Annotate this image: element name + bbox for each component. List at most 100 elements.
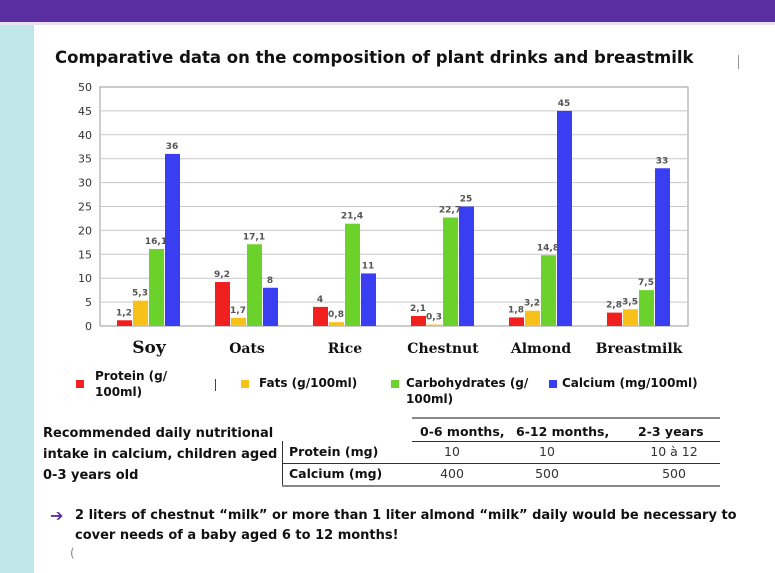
data-label: 22,7	[439, 205, 461, 215]
data-label: 14,8	[537, 243, 559, 253]
bar-almond-3	[557, 110, 572, 327]
data-label: 16,1	[145, 237, 167, 247]
legend-label-calcium: Calcium (mg/100ml)	[562, 376, 698, 390]
bar-almond-2	[541, 255, 556, 326]
bar-soy-2	[149, 249, 164, 326]
header-6-12-months: 6-12 months,	[516, 424, 610, 439]
table-bottom-rule	[282, 485, 720, 487]
bar-oats-0	[215, 282, 230, 326]
data-label: 36	[166, 142, 179, 152]
data-label: 3,2	[524, 299, 540, 309]
y-tick-label: 30	[78, 177, 92, 190]
y-tick-label: 50	[78, 81, 92, 94]
protein-2-3: 10 à 12	[650, 444, 698, 459]
bracket-mark: (	[70, 546, 75, 560]
bar-soy-0	[117, 320, 132, 326]
bar-rice-1	[329, 322, 344, 326]
bar-chestnut-0	[411, 315, 426, 326]
legend-swatch-fats	[241, 380, 249, 388]
left-accent-bar	[0, 25, 34, 573]
header-2-3-years: 2-3 years	[638, 424, 704, 439]
bar-almond-1	[525, 310, 540, 326]
y-tick-label: 45	[78, 105, 92, 118]
legend-swatch-protein	[76, 380, 84, 388]
y-tick-label: 0	[85, 320, 92, 333]
bar-soy-3	[165, 153, 180, 326]
data-label: 3,5	[622, 297, 638, 307]
y-tick-label: 25	[78, 201, 92, 214]
data-label: 33	[656, 156, 669, 166]
bar-oats-2	[247, 244, 262, 326]
y-tick-label: 40	[78, 129, 92, 142]
x-tick-label: Rice	[328, 341, 362, 357]
bar-chestnut-1	[427, 324, 442, 326]
bar-breastmilk-0	[607, 312, 622, 326]
y-tick-label: 10	[78, 272, 92, 285]
arrow-icon: ➔	[50, 506, 64, 525]
top-banner	[0, 0, 775, 22]
data-label: 8	[267, 276, 273, 286]
bar-almond-0	[509, 317, 524, 326]
slide-title: Comparative data on the composition of p…	[55, 48, 694, 67]
x-tick-label: Soy	[132, 338, 167, 358]
table-row-divider	[282, 441, 283, 463]
data-label: 1,2	[116, 308, 132, 318]
data-label: 11	[362, 261, 375, 271]
header-0-6-months: 0-6 months,	[420, 424, 505, 439]
bar-soy-1	[133, 300, 148, 326]
data-label: 9,2	[214, 270, 230, 280]
data-label: 4	[317, 295, 323, 305]
bar-rice-0	[313, 306, 328, 326]
bar-breastmilk-2	[639, 290, 654, 326]
table-header-rule	[412, 441, 720, 442]
bar-chestnut-2	[443, 217, 458, 326]
conclusion-note: 2 liters of chestnut “milk” or more than…	[75, 508, 737, 543]
data-label: 1,8	[508, 305, 524, 315]
x-tick-label: Chestnut	[407, 341, 479, 357]
protein-0-6: 10	[444, 444, 460, 459]
recommendation-label: Recommended daily nutritional intake in …	[43, 426, 278, 483]
data-label: 45	[558, 99, 571, 109]
x-tick-label: Breastmilk	[596, 341, 683, 357]
row-label-calcium: Calcium (mg)	[289, 466, 383, 481]
table-middle-rule	[282, 463, 720, 464]
bar-breastmilk-1	[623, 309, 638, 326]
y-tick-label: 5	[85, 296, 92, 309]
legend-label-protein: Protein (g/ 100ml)	[95, 369, 168, 399]
bar-oats-1	[231, 317, 246, 326]
data-label: 17,1	[243, 232, 265, 242]
legend-label-carbohydrates: Carbohydrates (g/ 100ml)	[406, 376, 529, 406]
data-label: 2,1	[410, 304, 426, 314]
data-label: 0,8	[328, 310, 344, 320]
protein-6-12: 10	[539, 444, 555, 459]
bar-chestnut-3	[459, 206, 474, 326]
data-label: 1,7	[230, 306, 246, 316]
legend-label-fats: Fats (g/100ml)	[259, 376, 358, 390]
data-label: 5,3	[132, 289, 148, 299]
bar-oats-3	[263, 287, 278, 326]
top-banner-line	[0, 22, 775, 25]
data-label: 21,4	[341, 212, 363, 222]
table-top-rule	[412, 417, 720, 419]
legend-swatch-calcium	[549, 380, 557, 388]
data-label: 2,8	[606, 301, 622, 311]
data-label: 7,5	[638, 278, 654, 288]
data-label: 0,3	[426, 313, 442, 323]
x-tick-label: Oats	[229, 341, 265, 357]
calcium-2-3: 500	[662, 466, 686, 481]
y-tick-label: 15	[78, 248, 92, 261]
y-tick-label: 20	[78, 224, 92, 237]
bar-breastmilk-3	[655, 168, 670, 326]
bar-rice-2	[345, 223, 360, 326]
bar-rice-3	[361, 273, 376, 326]
title-divider	[738, 55, 739, 69]
legend-separator	[215, 379, 216, 391]
table-row-divider	[282, 463, 283, 485]
calcium-6-12: 500	[535, 466, 559, 481]
y-tick-label: 35	[78, 153, 92, 166]
x-tick-label: Almond	[510, 341, 572, 357]
row-label-protein: Protein (mg)	[289, 444, 379, 459]
calcium-0-6: 400	[440, 466, 464, 481]
legend-swatch-carbohydrates	[391, 380, 399, 388]
